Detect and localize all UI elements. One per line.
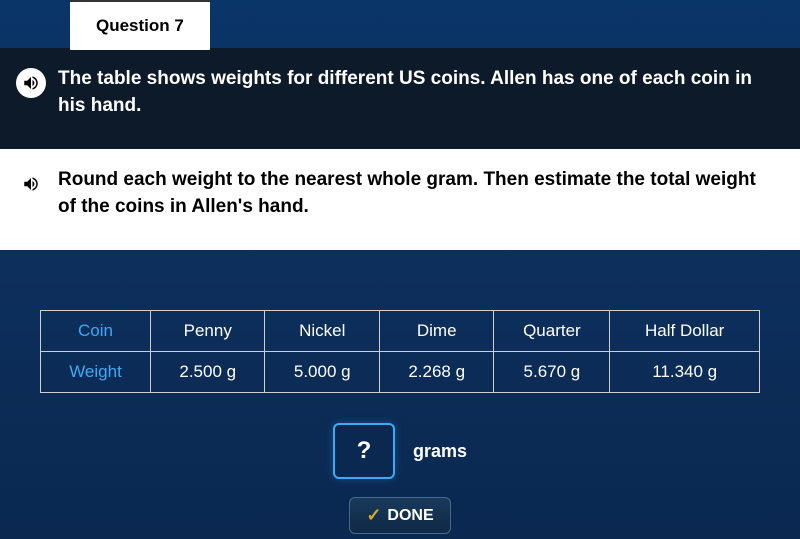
table-cell: Half Dollar [610,311,760,352]
done-area: ✓ DONE [40,497,760,534]
audio-icon[interactable] [16,169,46,199]
table-cell: Nickel [265,311,379,352]
done-button-label: DONE [387,507,433,525]
prompt-text-top: The table shows weights for different US… [58,66,770,119]
table-cell: 11.340 g [610,352,760,393]
table-row: Coin Penny Nickel Dime Quarter Half Doll… [41,311,760,352]
table-cell: 2.500 g [151,352,265,393]
table-cell: Dime [379,311,493,352]
question-tab-label: Question 7 [96,16,184,35]
table-cell: Penny [151,311,265,352]
answer-unit-label: grams [413,441,467,462]
table-cell: Quarter [494,311,610,352]
row-label-coin: Coin [41,311,151,352]
answer-placeholder: ? [357,437,372,465]
question-tab: Question 7 [70,0,210,50]
check-icon: ✓ [366,505,381,526]
answer-area: ? grams [40,423,760,479]
table-cell: 5.670 g [494,352,610,393]
row-label-weight: Weight [41,352,151,393]
content-area: Coin Penny Nickel Dime Quarter Half Doll… [0,250,800,534]
audio-icon[interactable] [16,68,46,98]
header-white-section: Round each weight to the nearest whole g… [0,149,800,250]
prompt-text-bottom: Round each weight to the nearest whole g… [58,167,770,220]
answer-input-box[interactable]: ? [333,423,395,479]
table-row: Weight 2.500 g 5.000 g 2.268 g 5.670 g 1… [41,352,760,393]
table-cell: 5.000 g [265,352,379,393]
table-cell: 2.268 g [379,352,493,393]
header-dark-section: The table shows weights for different US… [0,48,800,149]
coin-weights-table: Coin Penny Nickel Dime Quarter Half Doll… [40,310,760,393]
done-button[interactable]: ✓ DONE [349,497,450,534]
